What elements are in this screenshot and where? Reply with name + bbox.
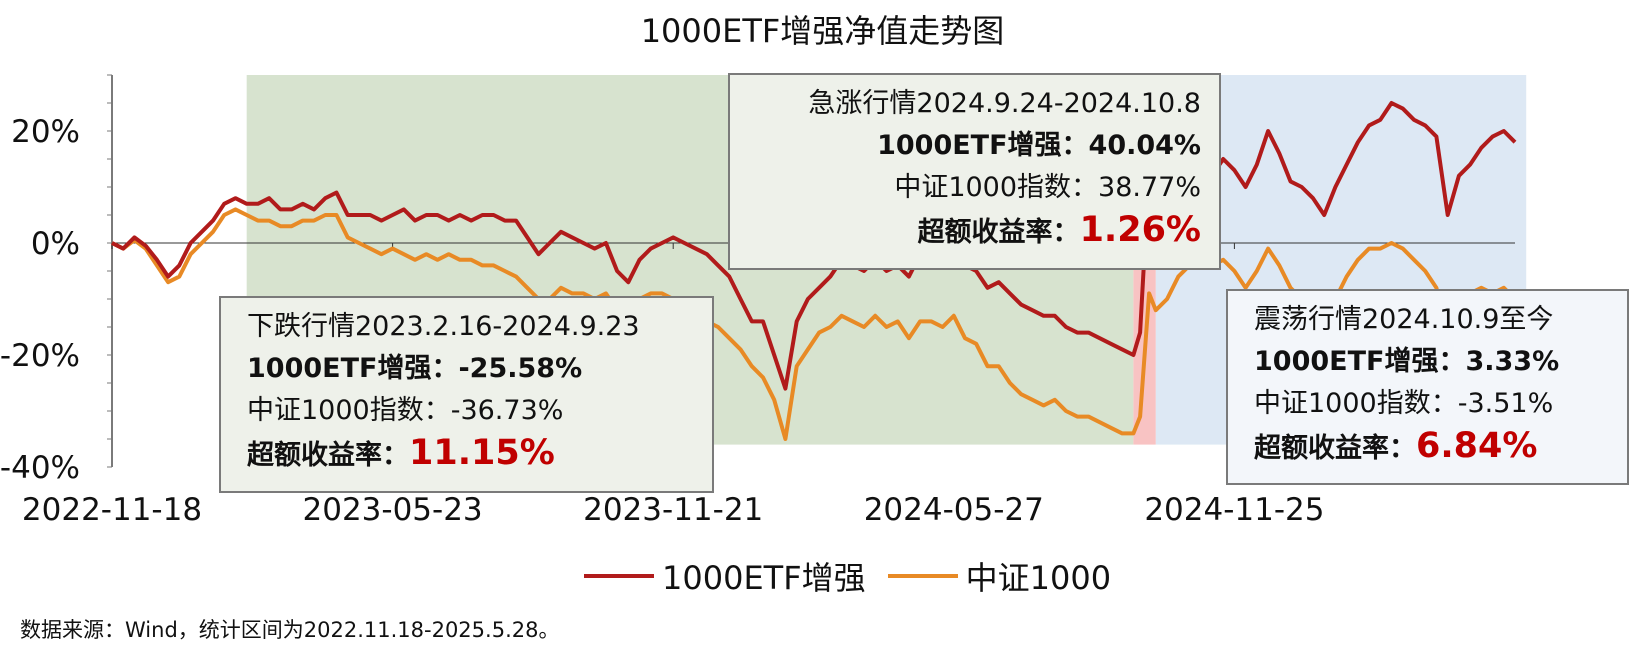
series-lines (111, 101, 1517, 441)
surge-etf-return: 1000ETF增强：40.04% (758, 125, 1201, 167)
oscillation-title: 震荡行情2024.10.9至今 (1254, 304, 1554, 335)
y-tick-label: -40% (0, 450, 80, 486)
legend-item-etf: 1000ETF增强 (584, 553, 866, 599)
oscillation-etf-return: 1000ETF增强：3.33% (1254, 341, 1627, 383)
oscillation-etf-label: 1000ETF增强： (1254, 346, 1466, 377)
y-tick-label: -20% (0, 338, 80, 374)
legend-swatch-etf (584, 574, 654, 578)
surge-excess-label: 超额收益率： (917, 217, 1080, 248)
y-tick-label: 0% (31, 226, 80, 262)
legend-item-index: 中证1000 (887, 553, 1112, 599)
decline-excess: 超额收益率：11.15% (247, 432, 712, 477)
legend-label-index: 中证1000 (965, 559, 1112, 597)
legend: 1000ETF增强 中证1000 (584, 553, 1133, 599)
oscillation-excess: 超额收益率：6.84% (1254, 425, 1627, 470)
surge-index-return: 中证1000指数：38.77% (894, 172, 1201, 203)
surge-title: 急涨行情2024.9.24-2024.10.8 (808, 88, 1201, 119)
oscillation-excess-value: 6.84% (1416, 426, 1538, 466)
series-line-index (111, 207, 1517, 441)
surge-excess-value: 1.26% (1079, 210, 1201, 250)
decline-index-return: 中证1000指数：-36.73% (247, 395, 564, 426)
series-line-etf (111, 101, 1517, 391)
decline-excess-label: 超额收益率： (247, 440, 409, 471)
oscillation-index-return: 中证1000指数：-3.51% (1254, 388, 1554, 419)
surge-excess: 超额收益率：1.26% (758, 209, 1201, 254)
x-tick-label: 2024-11-25 (1144, 492, 1324, 528)
oscillation-annotation: 震荡行情2024.10.9至今 1000ETF增强：3.33% 中证1000指数… (1226, 289, 1629, 485)
legend-label-etf: 1000ETF增强 (662, 559, 866, 597)
decline-etf-label: 1000ETF增强： (247, 353, 459, 384)
x-tick-label: 2024-05-27 (864, 492, 1044, 528)
surge-etf-value: 40.04% (1088, 130, 1201, 161)
x-tick-label: 2022-11-18 (22, 492, 202, 528)
decline-annotation: 下跌行情2023.2.16-2024.9.23 1000ETF增强：-25.58… (219, 296, 714, 493)
surge-etf-label: 1000ETF增强： (877, 130, 1089, 161)
x-tick-label: 2023-11-21 (583, 492, 763, 528)
legend-swatch-index (887, 574, 958, 578)
y-tick-labels: 20% 0% -20% -40% (0, 114, 80, 486)
x-tick-labels: 2022-11-18 2023-05-23 2023-11-21 2024-05-27… (22, 492, 1325, 528)
data-source-note: 数据来源：Wind，统计区间为2022.11.18-2025.5.28。 (20, 618, 560, 642)
decline-title: 下跌行情2023.2.16-2024.9.23 (247, 311, 640, 342)
decline-excess-value: 11.15% (409, 433, 555, 473)
decline-etf-value: -25.58% (458, 353, 583, 384)
chart-title: 1000ETF增强净值走势图 (640, 12, 1005, 50)
y-tick-label: 20% (11, 114, 80, 150)
surge-annotation: 急涨行情2024.9.24-2024.10.8 1000ETF增强：40.04%… (728, 73, 1221, 270)
x-tick-label: 2023-05-23 (303, 492, 483, 528)
oscillation-etf-value: 3.33% (1465, 346, 1560, 377)
decline-etf-return: 1000ETF增强：-25.58% (247, 348, 712, 390)
oscillation-excess-label: 超额收益率： (1254, 433, 1416, 464)
